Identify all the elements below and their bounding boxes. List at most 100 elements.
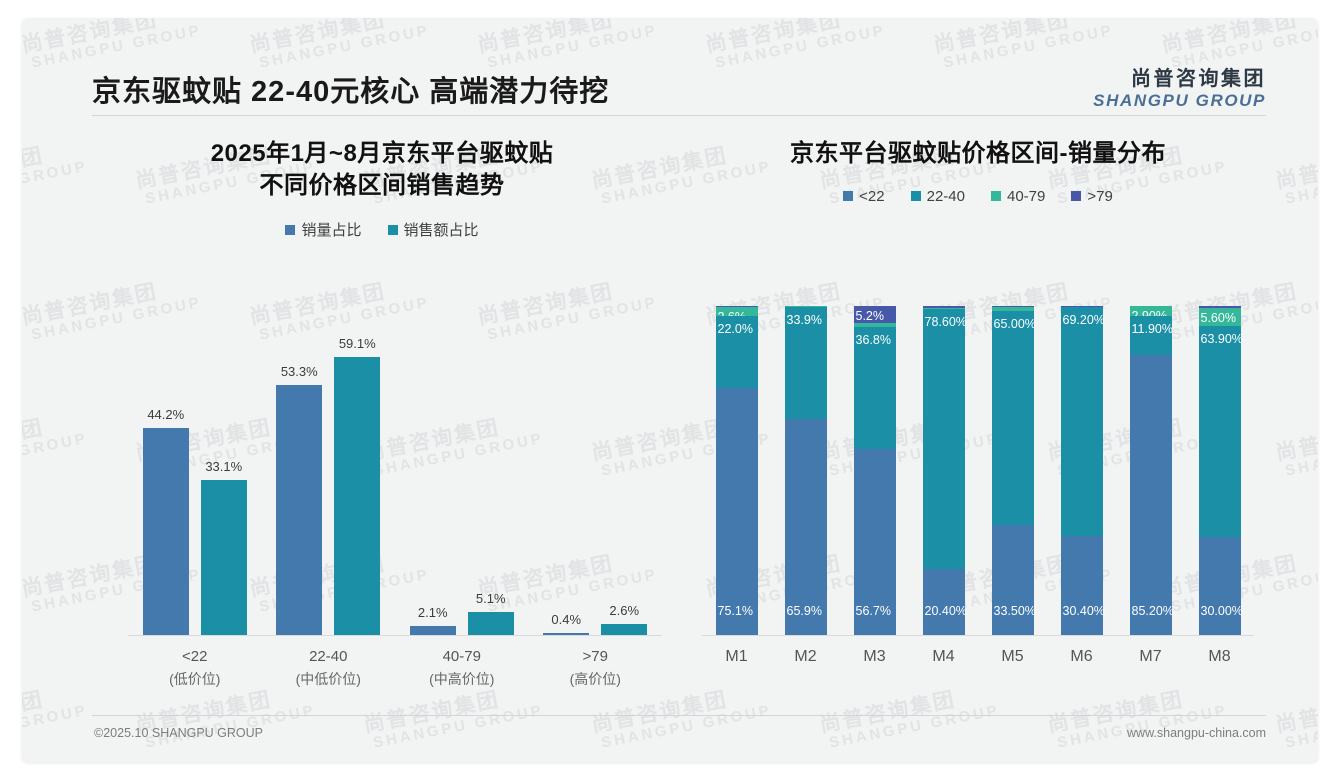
x-tick-M7: M7	[1139, 648, 1162, 665]
stacked-segment-22-40: 33.9%	[784, 306, 827, 419]
stacked-bar: 0.20%0.20%69.20%30.40%	[1060, 306, 1105, 636]
right-chart-title-line1: 京东平台驱蚊贴价格区间-销量分布	[790, 140, 1166, 167]
bar-rect	[276, 384, 323, 636]
legend-label: >79	[1087, 187, 1113, 205]
segment-value-label: 69.20%	[1062, 313, 1105, 328]
stacked-segment-40-79: 2.90%	[1129, 306, 1172, 323]
x-tick-sublabel: (中低价位)	[295, 670, 361, 687]
slide-header: 京东驱蚊贴 22-40元核心 高端潜力待挖 尚普咨询集团 SHANGPU GRO…	[22, 18, 1318, 116]
bar-<22-销量占比[interactable]: 44.2%	[142, 306, 189, 636]
bar-rect	[409, 626, 456, 636]
bar-rect	[334, 357, 381, 636]
x-tick-sublabel: (低价位)	[169, 670, 221, 687]
segment-value-label: 33.9%	[786, 312, 822, 327]
stacked-column-M4[interactable]: 0.40%0.40%78.60%20.40%	[909, 306, 978, 636]
footer-copyright: ©2025.10 SHANGPU GROUP	[94, 726, 263, 740]
stacked-segment-22-40: 78.60%	[922, 309, 967, 569]
legend-item-22-40[interactable]: 22-40	[910, 187, 965, 205]
bar-value-label: 53.3%	[280, 363, 318, 379]
legend-item-销售额占比[interactable]: 销售额占比	[387, 219, 479, 240]
stacked-column-M3[interactable]: 5.2%1.3%36.8%56.7%	[840, 306, 909, 636]
legend-item-销量占比[interactable]: 销量占比	[285, 219, 362, 240]
stacked-segment-22: 65.9%	[784, 418, 827, 636]
stacked-segment-22: 75.1%	[715, 388, 758, 636]
left-chart-x-ticks: <22 (低价位) 22-40 (中低价位) 40-79 (中高价位) >79 (高价位)	[128, 638, 662, 698]
bar-group->79: 0.4% 2.6%	[529, 306, 663, 636]
left-chart-axis-line	[128, 635, 662, 636]
segment-value-label: 5.60%	[1200, 310, 1236, 325]
stacked-segment-22-40: 63.90%	[1198, 326, 1243, 537]
legend-item-79[interactable]: >79	[1071, 187, 1113, 205]
x-tick->79: >79 (高价位)	[529, 638, 663, 698]
stacked-column-M7[interactable]: 2.90%2.90%11.90%85.20%	[1116, 306, 1185, 636]
stacked-column-M6[interactable]: 0.20%0.20%69.20%30.40%	[1047, 306, 1116, 636]
stacked-segment-40-79: 5.60%	[1198, 307, 1241, 327]
legend-label: 40-79	[1007, 187, 1046, 205]
page-title: 京东驱蚊贴 22-40元核心 高端潜力待挖	[92, 76, 610, 108]
legend-swatch-icon	[843, 191, 854, 202]
chart-panel-left: 2025年1月~8月京东平台驱蚊贴 不同价格区间销售趋势 销量占比 销售额占比 4…	[92, 138, 672, 698]
x-tick-40-79: 40-79 (中高价位)	[395, 638, 529, 698]
bar-value-label: 2.6%	[609, 602, 640, 618]
stacked-column-M5[interactable]: 1.20%1.20%65.00%33.50%	[978, 306, 1047, 636]
footer-website: www.shangpu-china.com	[1127, 726, 1266, 740]
bar-22-40-销售额占比[interactable]: 59.1%	[334, 306, 381, 636]
x-tick-sublabel: (高价位)	[569, 670, 621, 687]
stacked-segment-22: 30.00%	[1198, 536, 1243, 636]
bar-rect	[200, 479, 247, 636]
stacked-bar: 2.90%2.90%11.90%85.20%	[1129, 306, 1174, 636]
legend-label: 销售额占比	[403, 222, 479, 240]
stacked-bar: 0.3%2.6%22.0%75.1%	[715, 306, 758, 636]
segment-value-label: 20.40%	[924, 603, 967, 618]
segment-value-label: 22.0%	[717, 321, 753, 336]
stacked-segment-79: 5.2%	[853, 306, 896, 324]
bar-value-label: 33.1%	[205, 458, 243, 474]
left-chart-title-line2: 不同价格区间销售趋势	[259, 171, 505, 199]
legend-swatch-icon	[991, 191, 1001, 202]
stacked-segment-22: 30.40%	[1060, 535, 1105, 636]
x-tick-22-40: 22-40 (中低价位)	[262, 638, 396, 698]
bar-rect	[543, 633, 590, 636]
stacked-column-M1[interactable]: 0.3%2.6%22.0%75.1%	[702, 306, 771, 636]
bar-<22-销售额占比[interactable]: 33.1%	[200, 306, 247, 636]
bar-group-22-40: 53.3% 59.1%	[262, 306, 396, 636]
bar-40-79-销售额占比[interactable]: 5.1%	[467, 306, 514, 636]
x-tick-M2: M2	[794, 648, 817, 665]
slide-canvas: 尚普咨询集团 SHANGPU GROUP 尚普咨询集团 SHANGPU GROUP 尚普…	[22, 18, 1318, 762]
legend-item-40-79[interactable]: 40-79	[991, 188, 1045, 205]
segment-value-label: 85.20%	[1131, 603, 1174, 618]
bar-40-79-销量占比[interactable]: 2.1%	[409, 306, 456, 636]
logo-english: SHANGPU GROUP	[1093, 91, 1266, 110]
stacked-column-M2[interactable]: 0.1%0.1%33.9%65.9%	[771, 306, 840, 636]
bar-rect	[601, 623, 648, 636]
left-chart-legend: 销量占比 销售额占比	[92, 219, 672, 240]
stacked-segment-22-40: 65.00%	[991, 310, 1036, 526]
stacked-segment-22: 33.50%	[991, 525, 1036, 636]
legend-label: 22-40	[926, 187, 965, 205]
x-tick-label: 22-40	[309, 648, 348, 665]
bar-value-label: 0.4%	[551, 612, 582, 627]
segment-value-label: 5.2%	[855, 309, 885, 323]
bar-22-40-销量占比[interactable]: 53.3%	[276, 306, 323, 636]
legend-item-22[interactable]: <22	[843, 188, 885, 205]
bar->79-销售额占比[interactable]: 2.6%	[601, 306, 648, 636]
right-chart-plot: 0.3%2.6%22.0%75.1%0.1%0.1%33.9%65.9%5.2%…	[688, 306, 1268, 698]
x-tick-<22: <22 (低价位)	[128, 638, 262, 698]
stacked-bar: 5.2%1.3%36.8%56.7%	[853, 306, 896, 636]
right-chart-bars: 0.3%2.6%22.0%75.1%0.1%0.1%33.9%65.9%5.2%…	[702, 306, 1254, 636]
header-divider	[92, 115, 1266, 116]
legend-swatch-icon	[285, 224, 296, 235]
brand-logo: 尚普咨询集团 SHANGPU GROUP	[1093, 68, 1266, 111]
bar-value-label: 59.1%	[338, 336, 376, 352]
logo-chinese: 尚普咨询集团	[1131, 68, 1266, 90]
right-chart-title: 京东平台驱蚊贴价格区间-销量分布	[688, 138, 1268, 170]
bar-value-label: 2.1%	[417, 605, 448, 621]
stacked-bar: 1.20%1.20%65.00%33.50%	[991, 306, 1036, 636]
bar->79-销量占比[interactable]: 0.4%	[543, 306, 590, 636]
stacked-column-M8[interactable]: 0.50%5.60%63.90%30.00%	[1185, 306, 1254, 636]
